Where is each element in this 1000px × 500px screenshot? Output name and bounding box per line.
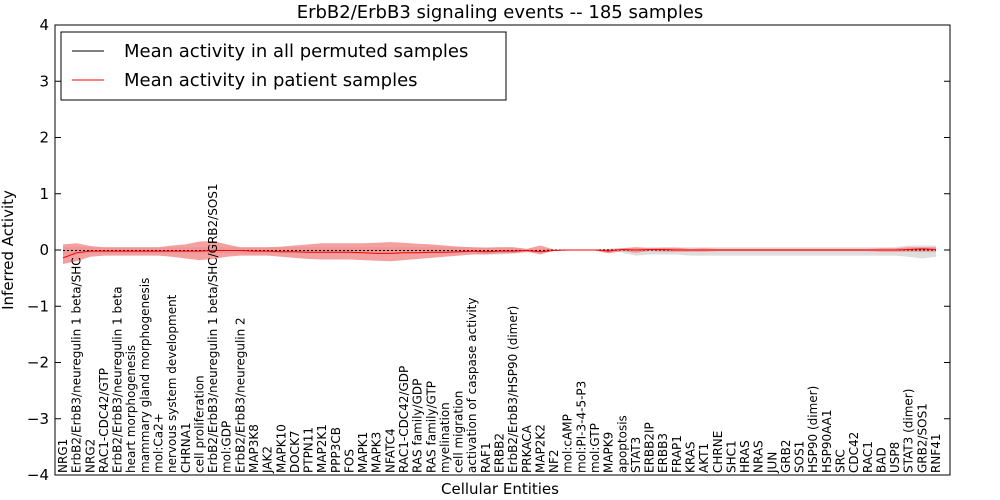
x-category-label: STAT3 xyxy=(629,437,643,473)
x-category-label: USP8 xyxy=(888,442,902,473)
y-tick-label: 3 xyxy=(39,72,49,90)
y-tick-label: 2 xyxy=(39,129,49,147)
x-category-label: cell proliferation xyxy=(192,375,206,473)
x-axis-label: Cellular Entities xyxy=(441,480,559,498)
x-category-label: KRAS xyxy=(683,441,697,473)
x-category-label: ErbB2/ErbB3/neuregulin 1 beta/SHC/GRB2/S… xyxy=(206,183,220,473)
x-category-label: ERBB3 xyxy=(656,433,670,473)
x-category-label: BAD xyxy=(874,447,888,473)
x-category-label: PRKACA xyxy=(520,424,534,473)
x-category-label: NRG1 xyxy=(56,439,70,473)
x-category-label: HSP90 (dimer) xyxy=(806,386,820,473)
x-category-label: GRB2/SOS1 xyxy=(915,403,929,473)
x-category-label: RAC1 xyxy=(861,441,875,473)
x-category-label: MAP3K8 xyxy=(247,424,261,473)
x-category-label: RAC1-CDC42/GTP xyxy=(97,368,111,473)
x-category-label: RAC1-CDC42/GDP xyxy=(397,366,411,473)
x-category-label: mol:cAMP xyxy=(561,414,575,473)
x-category-label: MAPK10 xyxy=(274,424,288,473)
x-category-label: mol:Ca2+ xyxy=(151,413,165,473)
x-category-label: ErbB2/ErbB3/neuregulin 2 xyxy=(233,317,247,473)
x-category-label: PTPN11 xyxy=(302,427,316,473)
patient-band xyxy=(63,241,936,265)
y-tick-label: −4 xyxy=(27,466,49,484)
x-category-label: FRAP1 xyxy=(670,435,684,473)
x-category-label: activation of caspase activity xyxy=(465,298,479,473)
y-tick-label: 1 xyxy=(39,185,49,203)
x-category-label: PPP3CB xyxy=(329,427,343,473)
x-category-label: mammary gland morphogenesis xyxy=(138,278,152,473)
x-category-label: NFATC4 xyxy=(383,428,397,473)
x-category-label: FOS xyxy=(342,449,356,473)
x-category-label: CHRNE xyxy=(711,431,725,473)
x-category-label: SHC1 xyxy=(724,440,738,473)
x-category-label: SRC xyxy=(834,449,848,473)
x-category-label: mol:PI-3-4-5-P3 xyxy=(574,381,588,473)
x-category-label: nervous system development xyxy=(165,294,179,473)
x-category-label: ERBB2IP xyxy=(643,422,657,473)
x-category-label: ErbB2/ErbB3/HSP90 (dimer) xyxy=(506,306,520,473)
x-category-label: HSP90AA1 xyxy=(820,409,834,473)
x-category-label: MAPK1 xyxy=(356,432,370,473)
x-category-label: JUN xyxy=(765,452,779,474)
x-category-label: GRB2 xyxy=(779,439,793,473)
x-category-label: DOCK7 xyxy=(288,430,302,473)
x-category-label: NF2 xyxy=(547,449,561,473)
x-category-label: RAS family/GDP xyxy=(411,379,425,473)
x-category-label: MAPK3 xyxy=(370,432,384,473)
x-category-label: ErbB2/ErbB3/neuregulin 1 beta xyxy=(111,286,125,473)
x-category-label: CHRNA1 xyxy=(179,422,193,473)
x-category-label: MAPK9 xyxy=(602,432,616,473)
x-category-label: STAT3 (dimer) xyxy=(902,389,916,473)
legend-label-patient: Mean activity in patient samples xyxy=(124,70,418,91)
y-tick-label: 4 xyxy=(39,16,49,34)
x-category-label: ErbB2/ErbB3/neuregulin 1 beta/SHC xyxy=(70,257,84,473)
x-category-label: NRG2 xyxy=(83,439,97,473)
y-tick-label: −1 xyxy=(27,297,49,315)
x-category-label: heart morphogenesis xyxy=(124,345,138,473)
x-category-label: RNF41 xyxy=(929,434,943,474)
x-category-label: RAS family/GTP xyxy=(424,381,438,473)
x-category-label: ERBB2 xyxy=(493,433,507,473)
y-axis-label: Inferred Activity xyxy=(0,190,17,310)
legend-label-permuted: Mean activity in all permuted samples xyxy=(124,41,468,62)
x-category-label: HRAS xyxy=(738,440,752,473)
x-category-label: JAK2 xyxy=(261,446,275,474)
x-category-label: mol:GDP xyxy=(220,421,234,473)
x-category-label: SOS1 xyxy=(793,441,807,473)
y-tick-label: 0 xyxy=(39,241,49,259)
legend-box xyxy=(60,31,507,101)
y-tick-label: −2 xyxy=(27,354,49,372)
x-category-label: MAP2K2 xyxy=(533,424,547,473)
y-tick-label: −3 xyxy=(27,410,49,428)
legend: Mean activity in all permuted samples Me… xyxy=(60,31,507,101)
x-category-label: myelination xyxy=(438,402,452,473)
x-category-label: mol:GTP xyxy=(588,423,602,473)
x-category-label: CDC42 xyxy=(847,432,861,473)
x-category-label: cell migration xyxy=(452,391,466,473)
x-category-label: MAP2K1 xyxy=(315,424,329,473)
x-category-label: AKT1 xyxy=(697,443,711,473)
patient-mean-line xyxy=(62,248,937,259)
chart-title: ErbB2/ErbB3 signaling events -- 185 samp… xyxy=(297,2,704,23)
x-category-label: apoptosis xyxy=(615,415,629,473)
x-category-label: RAF1 xyxy=(479,442,493,473)
x-category-label: NRAS xyxy=(752,440,766,473)
